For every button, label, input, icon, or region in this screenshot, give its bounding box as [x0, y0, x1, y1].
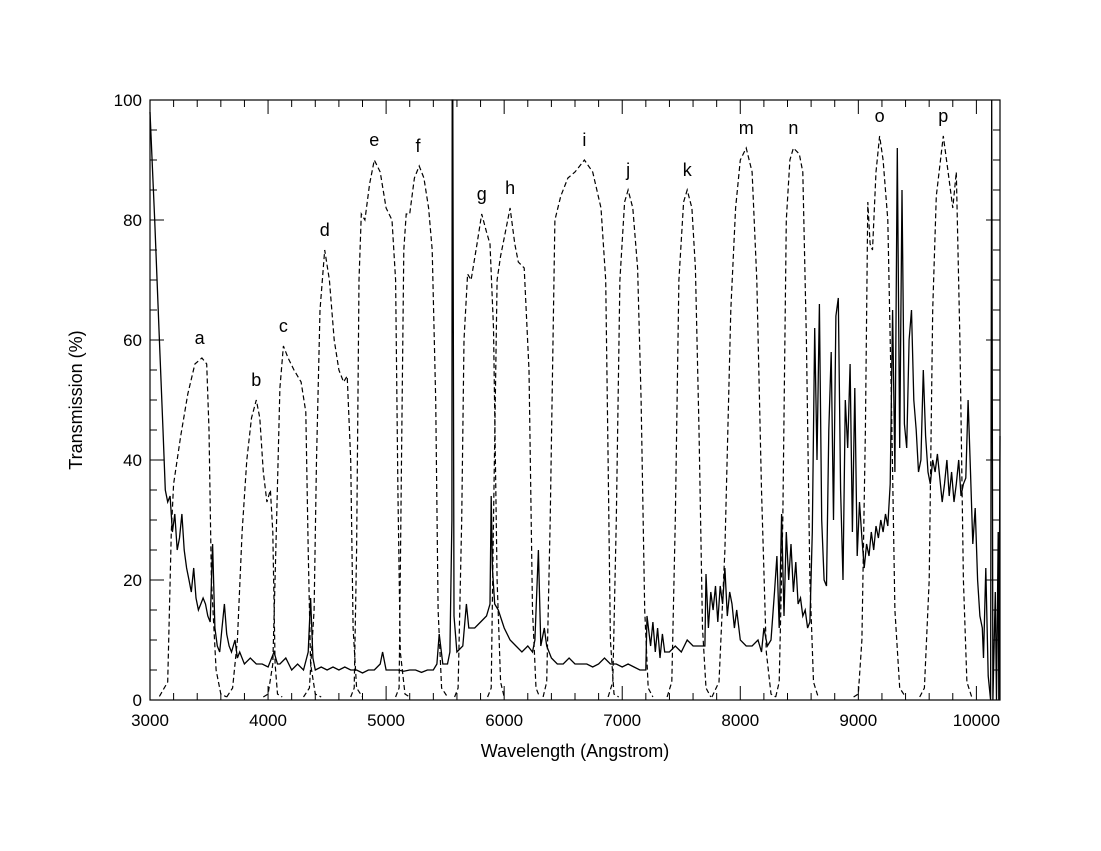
y-tick-label: 0 — [133, 691, 142, 710]
filter-curve-f — [395, 164, 449, 698]
x-tick-label: 9000 — [839, 711, 877, 730]
filter-curve-e — [350, 158, 411, 698]
filter-curve-m — [711, 146, 777, 698]
filter-curve-n — [775, 146, 819, 698]
filter-label-b: b — [251, 370, 261, 390]
ccd-sensitivity-layer — [149, 99, 1001, 701]
filter-curve-c — [262, 345, 322, 698]
filter-curve-h — [487, 207, 541, 698]
filter-label-g: g — [477, 184, 487, 204]
filter-label-o: o — [875, 106, 885, 126]
filter-curves-layer: a b c d e f g h i j k m n o p — [158, 106, 973, 698]
filter-curve-g — [454, 213, 505, 698]
y-tick-label: 60 — [123, 331, 142, 350]
x-tick-label: 4000 — [249, 711, 287, 730]
y-tick-label: 80 — [123, 211, 142, 230]
filter-label-p: p — [938, 106, 948, 126]
y-tick-label: 40 — [123, 451, 142, 470]
y-tick-label: 100 — [114, 91, 142, 110]
filter-label-a: a — [195, 328, 206, 348]
x-tick-label: 7000 — [603, 711, 641, 730]
filter-curve-o — [853, 135, 907, 698]
filter-label-j: j — [625, 160, 630, 180]
filter-label-c: c — [279, 316, 288, 336]
ccd-response-line — [149, 99, 1001, 701]
filter-curve-k — [666, 187, 712, 698]
plot-frame — [149, 99, 1001, 701]
filter-label-d: d — [320, 220, 330, 240]
filter-curve-i — [542, 158, 620, 698]
x-tick-label: 10000 — [953, 711, 1000, 730]
x-axis-label: Wavelength (Angstrom) — [481, 741, 669, 761]
y-tick-label: 20 — [123, 571, 142, 590]
filter-curve-j — [607, 187, 654, 698]
x-tick-label: 8000 — [721, 711, 759, 730]
x-tick-label: 3000 — [131, 711, 169, 730]
filter-label-i: i — [582, 130, 586, 150]
filter-label-m: m — [739, 118, 754, 138]
y-axis-label: Transmission (%) — [66, 330, 86, 469]
axis-tick-labels-layer: 3000 4000 5000 6000 7000 8000 9000 10000 0 20 40 60… — [114, 91, 1000, 730]
filter-label-e: e — [369, 130, 379, 150]
filter-label-h: h — [505, 178, 515, 198]
axis-ticks-layer — [149, 99, 1001, 701]
x-tick-label: 6000 — [485, 711, 523, 730]
filter-curve-d — [302, 249, 364, 698]
filter-curve-a — [158, 357, 227, 698]
filter-label-k: k — [683, 160, 693, 180]
filter-label-f: f — [415, 136, 421, 156]
filter-label-n: n — [788, 118, 798, 138]
filter-curve-p — [919, 135, 973, 698]
x-tick-label: 5000 — [367, 711, 405, 730]
